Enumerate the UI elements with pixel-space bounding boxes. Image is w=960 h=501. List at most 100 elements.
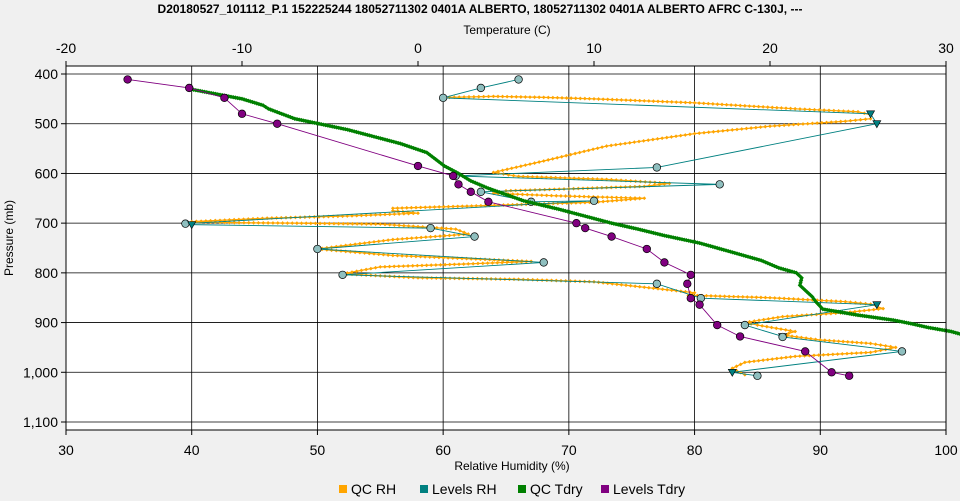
- point-levels-rh: [338, 270, 347, 279]
- point-qc-tdry: [770, 262, 775, 268]
- point-qc-tdry: [798, 280, 803, 285]
- point-qc-rh: [392, 212, 397, 217]
- point-qc-tdry: [748, 255, 753, 260]
- point-qc-rh: [354, 269, 359, 274]
- point-qc-rh: [295, 221, 299, 226]
- point-qc-rh: [786, 331, 791, 336]
- point-qc-rh: [788, 106, 793, 111]
- point-qc-tdry: [697, 240, 702, 246]
- point-qc-rh: [734, 364, 739, 369]
- point-qc-rh: [232, 220, 237, 225]
- point-qc-tdry: [726, 248, 731, 254]
- point-qc-rh: [404, 205, 409, 210]
- left-tick-label: 600: [35, 165, 59, 181]
- point-qc-rh: [718, 294, 722, 299]
- point-qc-rh: [280, 221, 285, 225]
- bottom-axis-ticks: 30 40 50 60 70 80 90 100: [58, 430, 958, 458]
- point-qc-rh: [650, 137, 655, 142]
- point-qc-rh: [857, 309, 862, 314]
- point-qc-rh: [747, 359, 752, 364]
- point-qc-rh: [729, 103, 734, 107]
- point-qc-rh: [419, 235, 424, 240]
- point-qc-tdry: [686, 238, 691, 243]
- point-qc-rh: [633, 98, 638, 103]
- point-qc-rh: [354, 213, 359, 218]
- point-qc-rh: [318, 221, 322, 226]
- point-qc-rh: [414, 235, 419, 240]
- point-qc-rh: [863, 350, 868, 355]
- top-tick-label: 30: [938, 40, 954, 56]
- point-qc-rh: [341, 221, 346, 226]
- point-qc-rh: [826, 352, 831, 357]
- point-qc-rh: [317, 214, 321, 219]
- point-qc-rh: [849, 351, 854, 356]
- legend-item-qc-rh[interactable]: QC RH: [339, 481, 396, 497]
- point-qc-rh: [383, 222, 387, 227]
- point-qc-tdry: [774, 264, 779, 270]
- point-qc-rh: [256, 220, 261, 225]
- point-qc-rh: [738, 362, 743, 367]
- point-qc-tdry: [853, 312, 858, 317]
- point-qc-rh: [692, 100, 697, 105]
- left-tick-label: 700: [35, 215, 59, 231]
- point-qc-rh: [418, 254, 423, 259]
- point-qc-tdry: [598, 218, 603, 223]
- point-levels-rh: [872, 301, 882, 310]
- series-qc-tdry: [187, 86, 960, 337]
- point-qc-rh: [651, 99, 656, 104]
- point-qc-rh: [437, 205, 442, 209]
- legend-item-levels-rh[interactable]: Levels RH: [420, 481, 497, 497]
- point-qc-tdry: [808, 292, 813, 298]
- point-qc-rh: [763, 295, 768, 300]
- point-qc-tdry: [906, 320, 911, 326]
- point-qc-tdry: [252, 100, 257, 105]
- point-qc-rh: [401, 264, 406, 269]
- point-qc-rh: [509, 260, 514, 265]
- point-qc-tdry: [206, 90, 212, 95]
- point-qc-tdry: [664, 233, 669, 239]
- point-qc-rh: [304, 221, 309, 226]
- left-tick-label: 1,100: [23, 414, 58, 430]
- point-qc-rh: [401, 223, 406, 228]
- point-qc-tdry: [402, 142, 407, 148]
- point-qc-rh: [451, 204, 455, 209]
- point-qc-rh: [756, 104, 761, 109]
- point-qc-rh: [416, 275, 420, 280]
- point-qc-rh: [793, 106, 798, 111]
- point-qc-rh: [222, 218, 227, 223]
- point-qc-rh: [628, 283, 633, 288]
- point-qc-rh: [810, 121, 815, 126]
- legend-item-qc-tdry[interactable]: QC Tdry: [518, 481, 583, 497]
- point-qc-rh: [613, 142, 618, 147]
- point-qc-rh: [846, 109, 851, 114]
- point-qc-tdry: [930, 326, 936, 331]
- point-qc-rh: [624, 197, 628, 202]
- series-levels-tdry: [123, 75, 854, 380]
- point-qc-tdry: [512, 195, 517, 200]
- point-levels-rh: [181, 219, 190, 228]
- point-qc-rh: [711, 129, 716, 134]
- top-tick-label: 10: [586, 40, 602, 56]
- point-qc-rh: [373, 212, 378, 217]
- point-qc-rh: [528, 162, 532, 167]
- point-qc-tdry: [695, 240, 700, 245]
- point-qc-rh: [432, 205, 437, 209]
- point-qc-rh: [747, 104, 752, 108]
- point-qc-rh: [665, 99, 670, 104]
- point-qc-rh: [863, 117, 868, 122]
- point-qc-rh: [627, 140, 632, 145]
- point-qc-rh: [775, 315, 780, 320]
- point-qc-rh: [400, 236, 405, 241]
- point-qc-rh: [518, 164, 523, 169]
- point-qc-tdry: [776, 265, 781, 271]
- point-qc-rh: [350, 221, 355, 226]
- point-qc-rh: [832, 339, 836, 343]
- legend: QC RH Levels RH QC Tdry Levels Tdry: [339, 481, 685, 497]
- point-qc-tdry: [743, 253, 748, 259]
- point-levels-rh: [872, 120, 882, 129]
- point-qc-tdry: [532, 201, 537, 206]
- legend-label-qc-tdry: QC Tdry: [530, 481, 583, 497]
- legend-item-levels-tdry[interactable]: Levels Tdry: [601, 481, 685, 497]
- point-qc-tdry: [349, 128, 355, 134]
